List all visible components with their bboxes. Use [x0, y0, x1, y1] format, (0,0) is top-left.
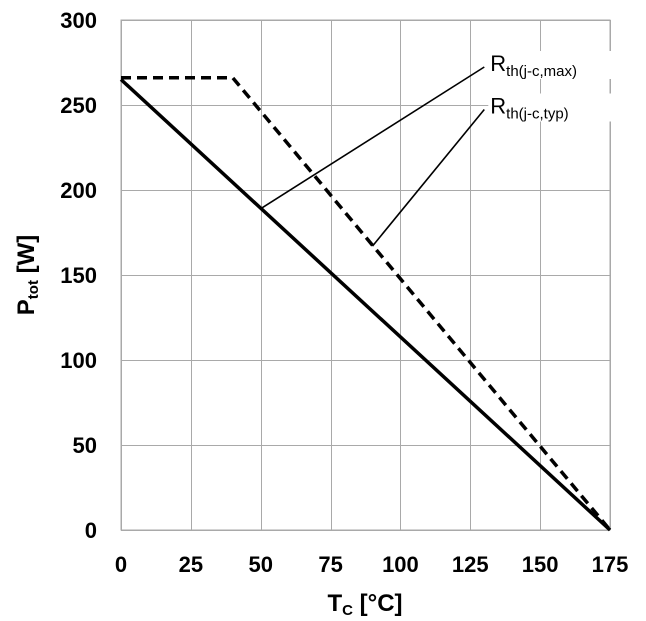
- y-axis-title: Ptot [W]: [13, 235, 42, 315]
- x-tick-label: 50: [248, 552, 272, 577]
- y-tick-label: 0: [85, 518, 97, 543]
- annotation-label-main: R: [490, 51, 506, 76]
- plot-area: [120, 19, 611, 531]
- y-axis-tick-labels: 0 50 100 150 200 250 300: [60, 8, 97, 543]
- annotation-label-main: R: [490, 94, 506, 119]
- annotation-label-subscript: th(j-c,typ): [506, 106, 569, 123]
- annotations: Rth(j-c,max)Rth(j-c,typ): [260, 51, 617, 247]
- y-tick-label: 50: [73, 433, 97, 458]
- annotation-label-background: [488, 51, 617, 79]
- x-tick-label: 100: [382, 552, 419, 577]
- series: [119, 76, 612, 532]
- annotation-label: Rth(j-c,max): [490, 51, 577, 80]
- series-line-typ: [121, 76, 612, 532]
- y-tick-label: 300: [60, 8, 97, 33]
- annotation-label-subscript: th(j-c,max): [506, 63, 577, 80]
- x-axis-tick-labels: 0 25 50 75 100 125 150 175: [115, 552, 628, 577]
- x-tick-label: 0: [115, 552, 127, 577]
- x-axis-title: TC [°C]: [327, 590, 402, 619]
- series-line-max: [119, 78, 612, 532]
- x-tick-label: 75: [318, 552, 342, 577]
- y-tick-label: 150: [60, 263, 97, 288]
- x-tick-label: 25: [179, 552, 203, 577]
- annotation-label-background: [488, 93, 617, 122]
- annotation-leader-line: [371, 108, 485, 247]
- annotation-label: Rth(j-c,typ): [490, 94, 568, 123]
- x-tick-label: 125: [452, 552, 489, 577]
- annotation-leader-line: [260, 66, 485, 210]
- y-tick-label: 100: [60, 348, 97, 373]
- x-tick-label: 150: [522, 552, 559, 577]
- y-tick-label: 200: [60, 178, 97, 203]
- y-tick-label: 250: [60, 93, 97, 118]
- x-tick-label: 175: [592, 552, 629, 577]
